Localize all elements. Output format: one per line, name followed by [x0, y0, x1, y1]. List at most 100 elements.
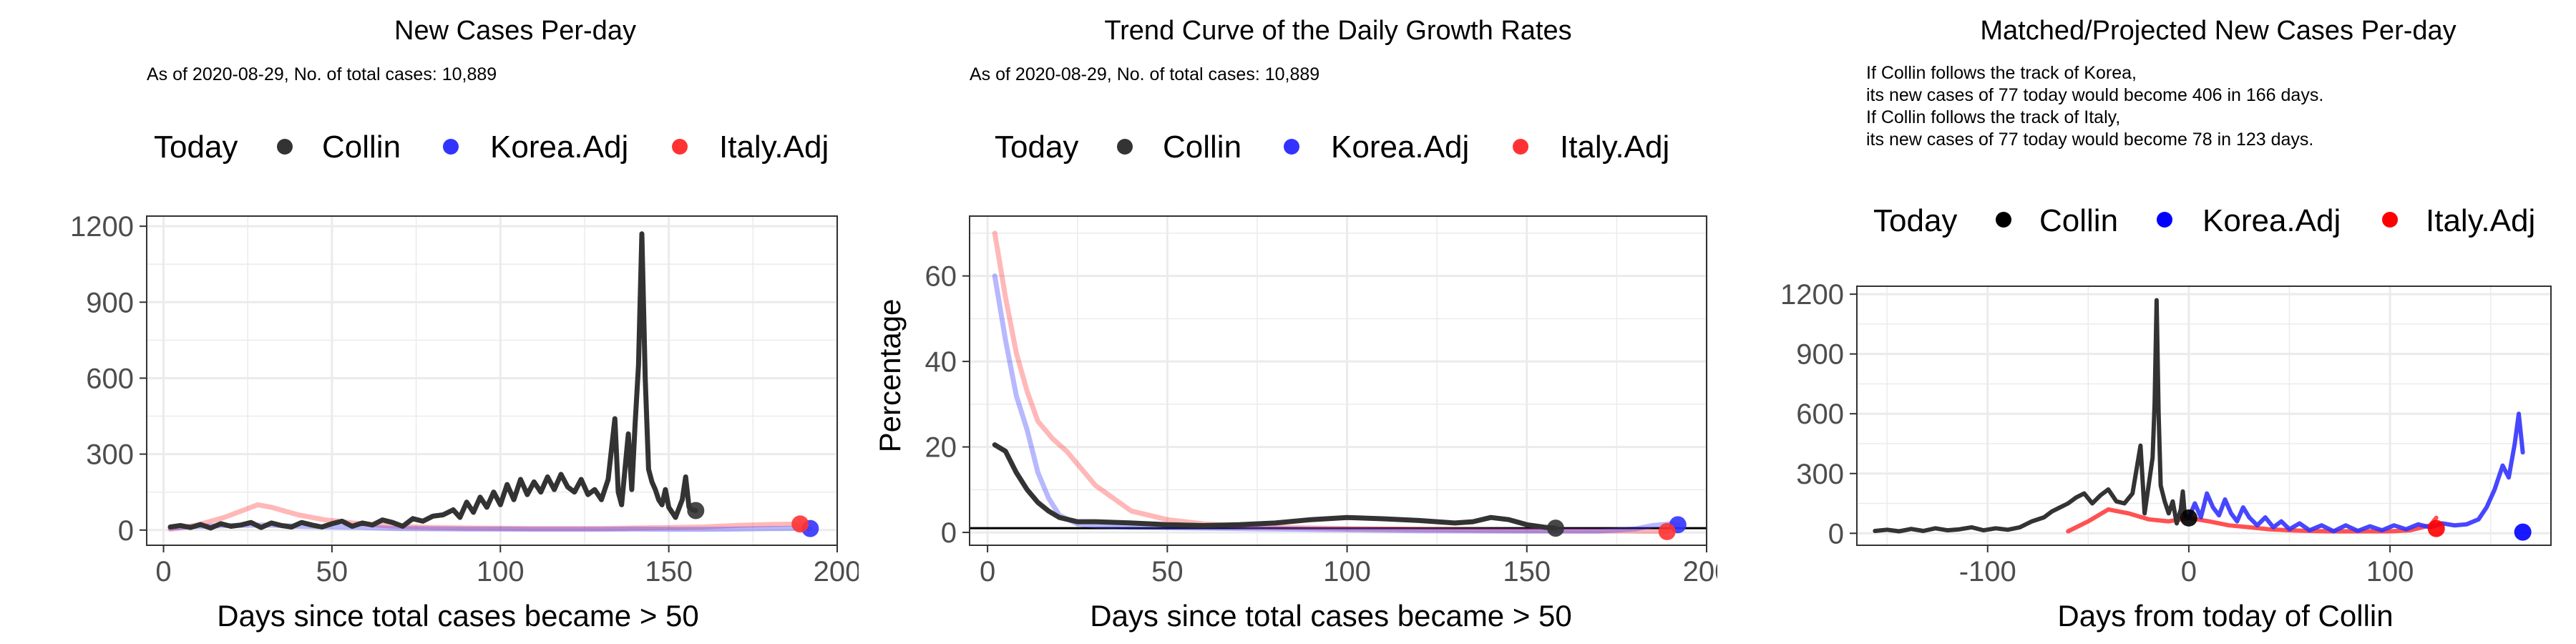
subtitle-line: its new cases of 77 today would become 4… — [1866, 85, 2323, 105]
y-axis-ticks: 0 300 600 900 1200 — [1780, 279, 1857, 550]
projected-cases-chart: Matched/Projected New Cases Per-day If C… — [1780, 16, 2552, 633]
subtitle-line: its new cases of 77 today would become 7… — [1866, 130, 2313, 150]
y-tick-label: 300 — [86, 439, 134, 471]
chart-subtitle: If Collin follows the track of Korea, its… — [1866, 63, 2323, 150]
today-point-collin — [687, 502, 705, 519]
legend-item-korea: Korea.Adj — [2202, 203, 2341, 238]
x-axis-ticks: 0 50 100 150 200 — [155, 545, 859, 587]
plot-frame — [969, 215, 1707, 546]
today-point-italy — [1658, 522, 1676, 540]
x-tick-label: 0 — [2181, 556, 2197, 587]
legend-item-italy: Italy.Adj — [1560, 130, 1669, 165]
y-tick-label: 0 — [1828, 518, 1844, 550]
legend-title: Today — [995, 130, 1078, 165]
y-tick-label: 20 — [925, 432, 957, 464]
legend-item-italy: Italy.Adj — [719, 130, 829, 165]
chart-panel-new-cases: New Cases Per-day As of 2020-08-29, No. … — [0, 0, 859, 644]
legend-swatch-collin — [1117, 139, 1133, 155]
grid — [970, 216, 1708, 545]
y-tick-label: 0 — [941, 517, 957, 549]
y-tick-label: 600 — [1796, 399, 1844, 430]
subtitle-line: If Collin follows the track of Korea, — [1866, 63, 2137, 83]
plot-frame — [1856, 286, 2552, 546]
legend-item-collin: Collin — [1163, 130, 1241, 165]
legend-item-italy: Italy.Adj — [2426, 203, 2535, 238]
series-line-italy — [2066, 507, 2439, 534]
y-tick-label: 300 — [1796, 459, 1844, 490]
x-axis-ticks: 0 50 100 150 200 — [980, 545, 1717, 587]
x-tick-label: 100 — [1323, 556, 1371, 587]
x-tick-label: 50 — [316, 556, 348, 587]
legend-swatch-korea — [2157, 212, 2172, 228]
chart-subtitle: As of 2020-08-29, No. of total cases: 10… — [970, 64, 1319, 84]
series-line-collin — [167, 231, 698, 531]
legend-swatch-italy — [672, 139, 688, 155]
x-tick-label: 200 — [814, 556, 859, 587]
y-tick-label: 40 — [925, 346, 957, 378]
y-tick-label: 60 — [925, 261, 957, 293]
series-line-italy — [167, 502, 803, 532]
x-tick-label: 150 — [645, 556, 693, 587]
today-point-collin — [1546, 519, 1564, 537]
legend-title: Today — [154, 130, 238, 165]
plot-frame — [146, 215, 838, 546]
today-points — [687, 502, 819, 537]
x-axis-title: Days since total cases became > 50 — [1090, 599, 1572, 633]
chart-panel-projected-cases: Matched/Projected New Cases Per-day If C… — [1717, 0, 2576, 644]
series-line-korea — [2186, 411, 2525, 534]
legend-item-collin: Collin — [2039, 203, 2118, 238]
legend-swatch-korea — [1284, 139, 1299, 155]
x-tick-label: 0 — [980, 556, 995, 587]
today-point-italy — [2427, 519, 2445, 537]
growth-rate-chart: Trend Curve of the Daily Growth Rates As… — [873, 16, 1717, 633]
y-axis-title: Percentage — [873, 299, 907, 453]
new-cases-chart: New Cases Per-day As of 2020-08-29, No. … — [70, 16, 859, 633]
series-line-collin — [992, 442, 1558, 531]
legend-swatch-collin — [277, 139, 293, 155]
legend-swatch-collin — [1996, 212, 2011, 228]
x-tick-label: 100 — [2366, 556, 2414, 587]
today-points — [1546, 516, 1687, 540]
legend-title: Today — [1873, 203, 1957, 238]
series-line-korea — [992, 273, 1681, 534]
y-axis-ticks: 0 300 600 900 1200 — [70, 211, 147, 547]
series-lines — [167, 231, 813, 532]
y-tick-label: 600 — [86, 363, 134, 394]
chart-panel-growth-rates: Trend Curve of the Daily Growth Rates As… — [859, 0, 1717, 644]
series-line-collin — [1873, 298, 2191, 534]
today-points — [2180, 509, 2532, 541]
today-point-italy — [791, 515, 809, 533]
legend: Today Collin Korea.Adj Italy.Adj — [154, 130, 829, 165]
legend-swatch-italy — [2382, 212, 2398, 228]
x-tick-label: 0 — [155, 556, 171, 587]
legend: Today Collin Korea.Adj Italy.Adj — [1873, 203, 2535, 238]
x-tick-label: 200 — [1683, 556, 1717, 587]
chart-title: Matched/Projected New Cases Per-day — [1980, 16, 2456, 46]
series-lines — [992, 230, 1681, 535]
legend-item-korea: Korea.Adj — [1331, 130, 1469, 165]
chart-title: Trend Curve of the Daily Growth Rates — [1104, 16, 1571, 46]
series-lines — [1873, 298, 2525, 534]
chart-subtitle: As of 2020-08-29, No. of total cases: 10… — [147, 64, 497, 84]
legend-swatch-korea — [443, 139, 459, 155]
y-tick-label: 900 — [86, 287, 134, 318]
y-tick-label: 1200 — [1780, 279, 1844, 311]
series-line-italy — [992, 230, 1670, 535]
legend: Today Collin Korea.Adj Italy.Adj — [995, 130, 1669, 165]
x-axis-title: Days since total cases became > 50 — [217, 599, 699, 633]
x-axis-title: Days from today of Collin — [2057, 599, 2393, 633]
y-tick-label: 1200 — [70, 211, 134, 243]
grid — [1857, 286, 2551, 545]
x-axis-ticks: -100 0 100 — [1959, 545, 2414, 587]
y-tick-label: 900 — [1796, 339, 1844, 371]
today-point-collin — [2180, 509, 2197, 527]
chart-title: New Cases Per-day — [394, 16, 636, 46]
today-point-korea — [2514, 523, 2532, 541]
legend-item-korea: Korea.Adj — [490, 130, 628, 165]
x-tick-label: 150 — [1503, 556, 1551, 587]
x-tick-label: 100 — [477, 556, 525, 587]
legend-swatch-italy — [1513, 139, 1528, 155]
y-tick-label: 0 — [118, 515, 134, 547]
x-tick-label: 50 — [1151, 556, 1184, 587]
legend-item-collin: Collin — [322, 130, 401, 165]
